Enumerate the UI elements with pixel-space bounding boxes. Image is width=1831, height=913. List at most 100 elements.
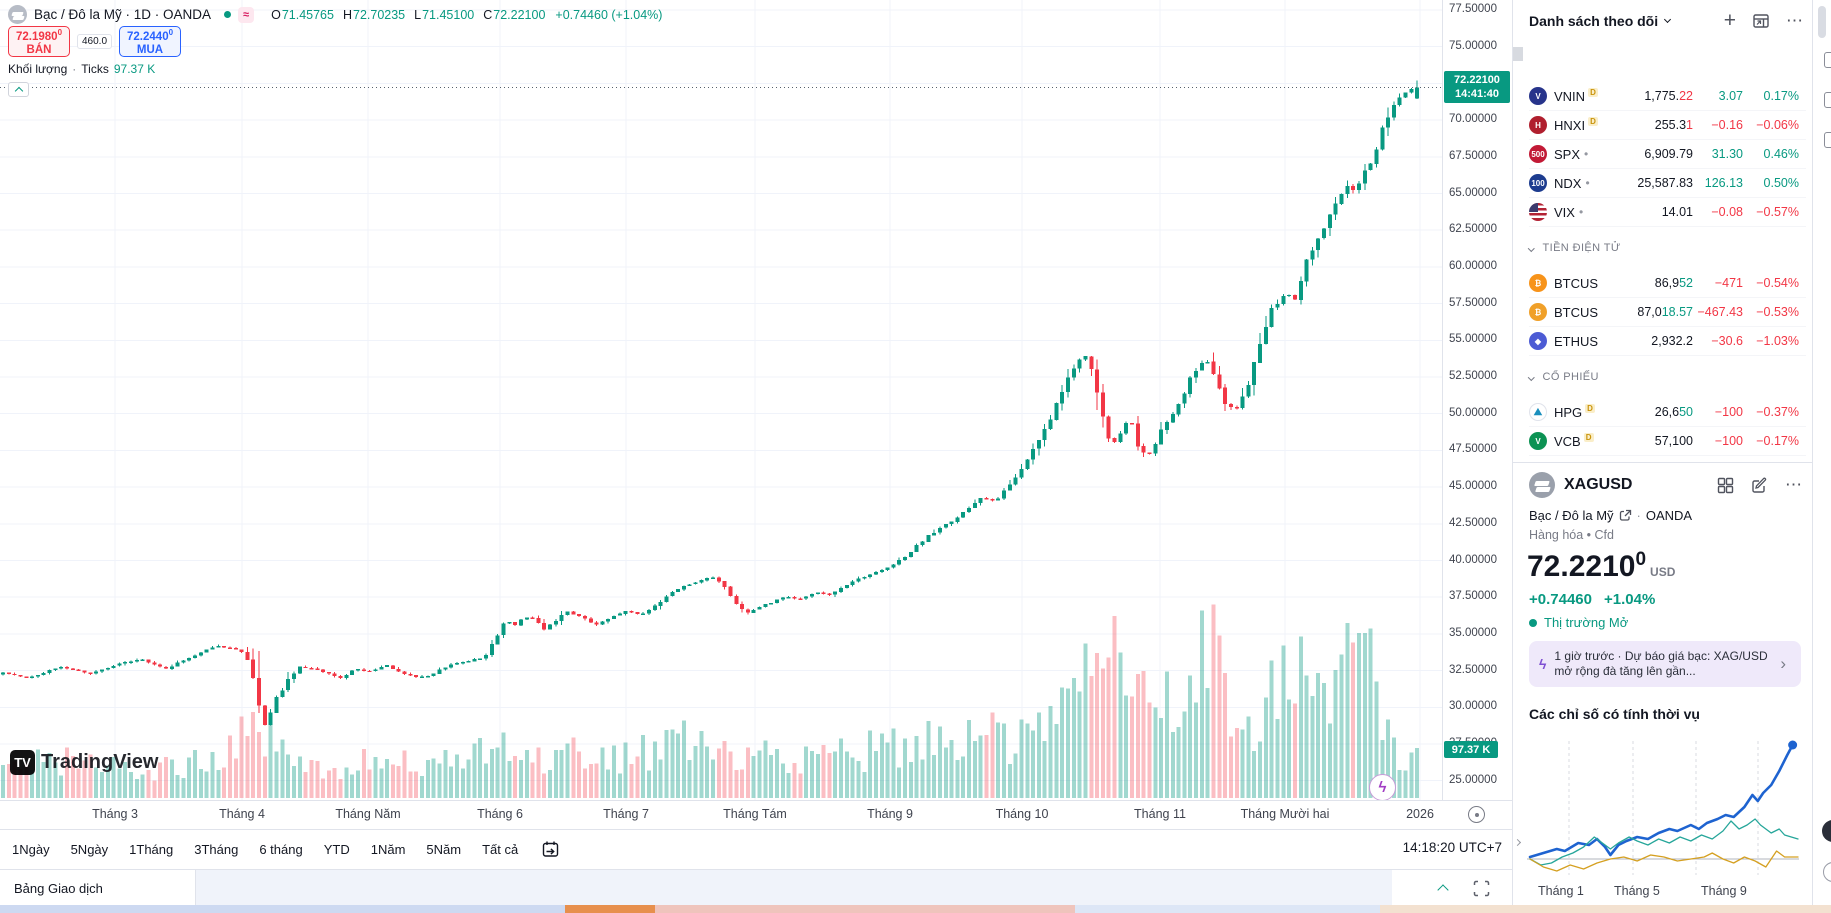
symbol-label: VCB xyxy=(1554,433,1581,449)
seasonal-widget-title: Các chỉ số có tính thời vụ xyxy=(1529,706,1700,722)
watchlist-row-vcb[interactable]: V VCB D 57,100 −100 −0.17% xyxy=(1529,427,1806,456)
watchlist-row-spx[interactable]: 500 SPX • 6,909.79 31.30 0.46% xyxy=(1529,140,1806,169)
watchlist-title-dropdown[interactable]: Danh sách theo dõi xyxy=(1529,13,1672,29)
legend-collapse-button[interactable] xyxy=(8,82,29,97)
sell-button[interactable]: 72.19800 BÁN xyxy=(8,26,70,57)
time-axis-label: Tháng Mười hai xyxy=(1240,807,1330,821)
change-value: −100 xyxy=(1714,405,1743,419)
chart-legend[interactable]: Bạc / Đô la Mỹ · 1D · OANDA ≈ O71.45765 … xyxy=(8,5,662,24)
market-open-dot-icon xyxy=(1529,618,1537,627)
range-button-tất-cả[interactable]: Tất cả xyxy=(482,842,519,857)
trading-panel-tab[interactable]: Bảng Giao dịch xyxy=(0,870,196,906)
volume-indicator-legend[interactable]: Khối lượng · Ticks 97.37 K xyxy=(8,62,156,76)
trade-widget: 72.19800 BÁN 460.0 72.24400 MUA xyxy=(8,26,182,57)
delayed-badge: D xyxy=(1583,432,1594,442)
hose-logo-icon: V xyxy=(1529,87,1547,105)
price-tick: 47.50000 xyxy=(1449,443,1497,456)
add-symbol-button[interactable]: + xyxy=(1723,9,1736,32)
range-button-1năm[interactable]: 1Năm xyxy=(370,842,406,857)
watchlist-section-tiền-điện-tử[interactable]: TIỀN ĐIỆN TỬ xyxy=(1528,227,1806,269)
open-value: 71.45765 xyxy=(281,7,334,22)
watchlist-more-button[interactable]: ⋯ xyxy=(1786,11,1804,30)
detail-symbol-name[interactable]: Bạc / Đô la Mỹ xyxy=(1529,508,1614,523)
price-tick: 40.00000 xyxy=(1449,553,1497,566)
change-value: −30.6 xyxy=(1711,334,1743,348)
watchlist-row-ndx[interactable]: 100 NDX • 25,587.83 126.13 0.50% xyxy=(1529,169,1806,198)
watchlist-row-vix[interactable]: VIX • 14.01 −0.08 −0.57% xyxy=(1529,198,1806,227)
last-value: 14.01 xyxy=(1661,205,1693,219)
candlestick-chart[interactable] xyxy=(0,0,1442,800)
buy-button[interactable]: 72.24400 MUA xyxy=(119,26,182,57)
clipped-ring-button xyxy=(1823,862,1831,882)
change-value: −0.08 xyxy=(1711,205,1743,219)
panel-collapse-icon[interactable] xyxy=(1437,883,1449,896)
symbol-label: SPX xyxy=(1554,146,1581,162)
layout-grid-icon[interactable] xyxy=(1717,477,1734,494)
change-pct-value: 0.17% xyxy=(1763,89,1799,103)
price-scale[interactable]: 77.5000075.0000072.5000070.0000067.50000… xyxy=(1442,0,1512,800)
detail-symbol[interactable]: XAGUSD xyxy=(1564,476,1633,493)
lightning-boost-button[interactable]: ϟ xyxy=(1369,774,1396,801)
timezone-button[interactable] xyxy=(1468,806,1485,823)
change-value: 31.30 xyxy=(1711,147,1743,161)
detail-more-button[interactable]: ⋯ xyxy=(1785,475,1803,494)
time-axis-label: Tháng Tám xyxy=(723,807,787,821)
clipped-icon xyxy=(1824,132,1831,148)
range-button-ytd[interactable]: YTD xyxy=(323,842,350,857)
last-value: 87,018.57 xyxy=(1637,305,1693,319)
session-clock[interactable]: 14:18:20 UTC+7 xyxy=(1402,840,1502,855)
watchlist-column-headers[interactable] xyxy=(1513,44,1806,64)
watchlist-row-hnxi[interactable]: H HNXI D 255.31 −0.16 −0.06% xyxy=(1529,111,1806,140)
ohlc-values: O71.45765 H72.70235 L71.45100 C72.22100 … xyxy=(271,7,663,22)
maximize-panel-icon[interactable] xyxy=(1473,880,1490,897)
time-axis[interactable]: Tháng 3 Tháng 4 Tháng Năm Tháng 6 Tháng 7 Thá… xyxy=(0,800,1512,829)
watchlist-row-btcus[interactable]: ₿ BTCUS 86,952 −471 −0.54% xyxy=(1529,269,1806,298)
symbol-label: VIX xyxy=(1554,204,1575,220)
watchlist-row-hpg[interactable]: ⛰ HPG D 26,650 −100 −0.37% xyxy=(1529,398,1806,427)
watchlist-row-btcus[interactable]: ₿ BTCUS 87,018.57 −467.43 −0.53% xyxy=(1529,298,1806,327)
time-axis-label: Tháng 3 xyxy=(92,807,138,821)
change-pct-value: 0.50% xyxy=(1763,176,1799,190)
vcb-logo-icon: V xyxy=(1529,432,1547,450)
legend-symbol-title[interactable]: Bạc / Đô la Mỹ · 1D · OANDA xyxy=(34,7,212,22)
watchlist-section-cổ-phiếu[interactable]: CỔ PHIẾU xyxy=(1528,356,1806,398)
range-button-1ngày[interactable]: 1Ngày xyxy=(12,842,50,857)
symbol-label: BTCUS xyxy=(1554,275,1599,291)
delayed-badge: D xyxy=(1585,403,1595,413)
chart-pane[interactable]: Bạc / Đô la Mỹ · 1D · OANDA ≈ O71.45765 … xyxy=(0,0,1442,801)
compose-note-icon[interactable] xyxy=(1751,477,1768,494)
range-button-6-tháng[interactable]: 6 tháng xyxy=(259,842,303,857)
external-link-icon[interactable] xyxy=(1619,509,1632,522)
high-value: 72.70235 xyxy=(353,7,406,22)
nasdaq100-logo-icon: 100 xyxy=(1529,174,1547,192)
last-value: 25,587.83 xyxy=(1637,176,1693,190)
change-pct-value: −0.17% xyxy=(1756,434,1799,448)
change-value: +0.74460 (+1.04%) xyxy=(555,7,663,22)
time-axis-label: Tháng 4 xyxy=(219,807,265,821)
change-value: 126.13 xyxy=(1704,176,1743,190)
watchlist-row-vnin[interactable]: V VNIN D 1,775.22 3.07 0.17% xyxy=(1529,82,1806,111)
bitcoin-logo-icon: ₿ xyxy=(1529,274,1547,292)
range-button-3tháng[interactable]: 3Tháng xyxy=(194,842,239,857)
price-tick: 42.50000 xyxy=(1449,516,1497,529)
scrollbar-thumb[interactable] xyxy=(1818,6,1826,38)
watchlist-row-ethus[interactable]: ◆ ETHUS 2,932.2 −30.6 −1.03% xyxy=(1529,327,1806,356)
range-button-5ngày[interactable]: 5Ngày xyxy=(70,842,109,857)
goto-date-icon[interactable] xyxy=(541,840,560,859)
hnx-logo-icon: H xyxy=(1529,116,1547,134)
detail-last-price: 72.22100USD xyxy=(1527,549,1676,583)
range-button-5năm[interactable]: 5Năm xyxy=(426,842,462,857)
news-banner[interactable]: ϟ 1 giờ trước · Dự báo giá bạc: XAG/USD … xyxy=(1529,641,1801,687)
detail-asset-meta: Hàng hóa • Cfd xyxy=(1529,528,1614,542)
panel-collapse-handle[interactable] xyxy=(1513,832,1522,850)
right-rail[interactable] xyxy=(1812,0,1831,905)
seasonal-mini-chart[interactable] xyxy=(1525,733,1803,883)
delayed-data-icon[interactable]: ≈ xyxy=(238,6,255,23)
watchlist-layout-icon[interactable] xyxy=(1752,12,1770,30)
symbol-label: HNXI xyxy=(1554,117,1586,133)
change-pct-value: −0.54% xyxy=(1756,276,1799,290)
news-bolt-icon: ϟ xyxy=(1539,656,1547,672)
tradingview-logo-icon: TV xyxy=(10,750,35,775)
range-button-1tháng[interactable]: 1Tháng xyxy=(129,842,174,857)
bottom-tabs-row: Bảng Giao dịch xyxy=(0,869,1512,906)
